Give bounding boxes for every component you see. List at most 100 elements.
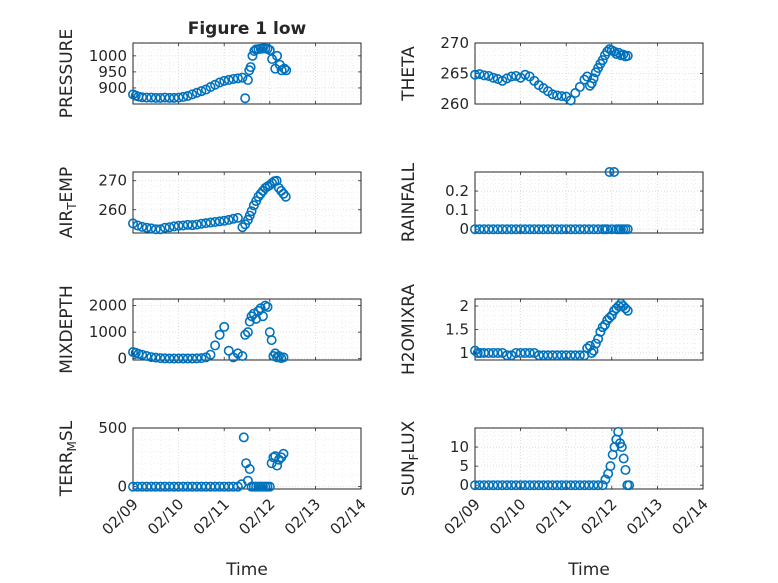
x-tick-label: 02/11 [190,495,233,538]
data-point [267,54,278,65]
subplot-h2omixra: 1 1.5 2 H2OMIXRA [399,284,704,375]
data-point [272,352,283,363]
data-point [582,71,593,82]
y-tick-label: 265 [440,65,469,83]
data-point [223,214,234,225]
axes-box [132,298,362,361]
data-point [240,93,251,104]
data-point [272,460,283,471]
y-axis-label: RAINFALL [399,162,419,242]
y-axis-label: SUNFLUX [399,420,421,496]
y-tick-label: 500 [98,419,127,437]
data-point [547,89,558,100]
data-point [219,215,230,226]
x-tick-label: 02/10 [144,495,187,538]
data-point [191,87,202,98]
data-point [593,480,604,491]
data-point [622,224,633,235]
data-point [574,81,585,92]
data-point [620,303,631,314]
data-point [264,481,275,492]
data-point [597,55,608,66]
data-point [479,70,490,81]
data-point [205,349,216,360]
data-point [245,62,256,73]
data-point [501,73,512,84]
y-tick-label: 1000 [89,47,127,65]
y-tick-label: 900 [98,79,127,97]
data-point [605,461,616,472]
axes-box [474,298,704,361]
y-axis-label: MIXDEPTH [57,285,77,374]
data-point [232,73,243,84]
series-sun-flux [469,426,635,491]
data-point [279,63,290,74]
data-point [242,74,253,85]
y-axis-label: THETA [399,46,419,102]
series-terr-msl [128,432,289,492]
data-point [159,222,170,233]
y-tick-label: 2 [459,297,469,315]
axes-box [474,171,704,234]
y-tick-label: 270 [98,172,127,190]
y-tick-label: 2000 [89,297,127,315]
y-tick-label: 0 [459,476,469,494]
data-point [469,345,480,356]
series-h2omixra [469,298,633,361]
x-tick-label: 02/13 [623,495,666,538]
series-rainfall [469,167,633,235]
subplot-theta: 260 265 270 THETA [399,34,704,113]
data-point [600,474,611,485]
data-point [602,46,613,57]
y-axis-label: H2OMIXRA [399,284,419,375]
y-tick-label: 0 [459,220,469,238]
data-point [242,327,253,338]
data-point [613,426,624,437]
data-point [132,220,143,231]
data-point [488,72,499,83]
series-pressure [128,43,292,104]
y-tick-label: 260 [440,95,469,113]
data-point [588,73,599,84]
data-point [264,45,275,56]
data-point [164,222,175,233]
data-point [262,301,273,312]
y-tick-label: 5 [459,457,469,475]
data-point [214,216,225,227]
y-axis-label: TERRMSL [57,420,79,497]
y-axis-label: PRESSURE [57,29,77,118]
data-point [472,347,483,358]
data-point [280,191,291,202]
x-tick-label: 02/12 [235,495,278,538]
data-point [595,326,606,337]
y-tick-label: 1.5 [445,321,469,339]
data-point [214,329,225,340]
data-point [618,49,629,60]
y-tick-label: 0 [117,478,127,496]
data-point [196,86,207,97]
y-tick-label: 0.2 [445,182,469,200]
data-point [552,90,563,101]
data-point [606,310,617,321]
subplot-rainfall: 00.10.2 RAINFALL [399,162,704,242]
data-point [244,464,255,475]
data-point [214,77,225,88]
y-tick-label: 0 [117,350,127,368]
data-point [210,216,221,227]
data-point [178,91,189,102]
data-point [620,464,631,475]
subplot-terr-msl: 0 500 02/09 02/10 02/11 02/12 02/13 02/14 Time TE… [57,419,370,580]
data-point [624,480,635,491]
data-point [238,432,249,443]
data-point [511,70,522,81]
x-tick-label: 02/10 [486,495,529,538]
data-point [278,352,289,363]
data-point [137,221,148,232]
axes-box [132,427,362,490]
data-point [492,347,503,358]
data-point [272,50,283,61]
data-point [604,167,615,178]
y-tick-label: 10 [450,438,469,456]
data-point [616,442,627,453]
